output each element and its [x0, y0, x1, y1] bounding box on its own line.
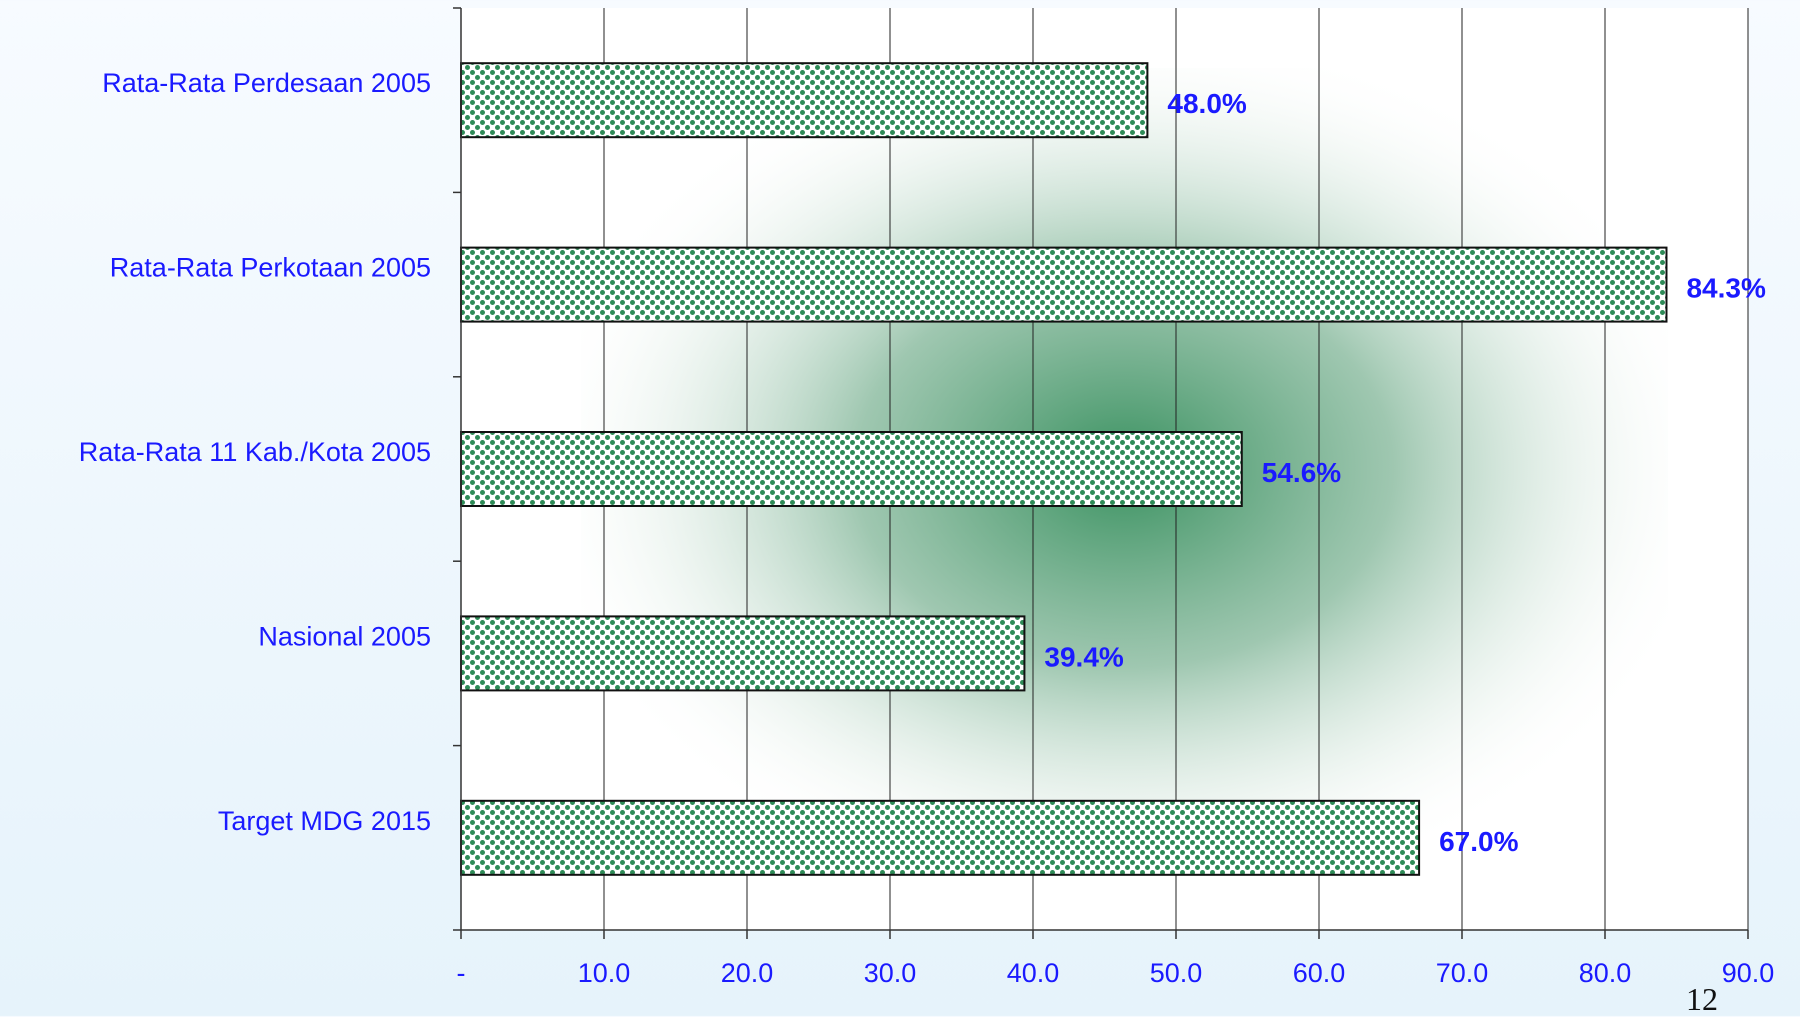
x-tick-label: 80.0	[1579, 958, 1632, 988]
bar-value-label: 67.0%	[1439, 826, 1518, 857]
bar	[460, 431, 1243, 507]
category-label: Rata-Rata 11 Kab./Kota 2005	[79, 437, 431, 467]
bar-value-label: 84.3%	[1686, 273, 1765, 304]
bars	[460, 62, 1668, 876]
x-tick-label: 10.0	[578, 958, 631, 988]
x-tick-label: 60.0	[1293, 958, 1346, 988]
x-tick-label: 90.0	[1722, 958, 1775, 988]
bar	[460, 62, 1149, 139]
slide-number: 12	[1686, 981, 1718, 1017]
bar-value-label: 54.6%	[1262, 457, 1341, 488]
x-tick-label: 70.0	[1436, 958, 1489, 988]
category-label: Rata-Rata Perdesaan 2005	[102, 68, 431, 98]
category-label: Rata-Rata Perkotaan 2005	[110, 253, 431, 283]
x-tick-label: -	[457, 958, 466, 988]
bar	[460, 615, 1026, 692]
bar-value-label: 39.4%	[1044, 641, 1123, 672]
bar	[460, 246, 1668, 323]
x-tick-label: 50.0	[1150, 958, 1203, 988]
x-tick-label: 40.0	[1007, 958, 1060, 988]
x-tick-label: 20.0	[721, 958, 774, 988]
x-tick-label: 30.0	[864, 958, 917, 988]
axes	[453, 7, 1749, 939]
bar-value-label: 48.0%	[1167, 88, 1246, 119]
category-label: Nasional 2005	[258, 621, 431, 651]
category-label: Target MDG 2015	[218, 806, 431, 836]
bar	[460, 799, 1421, 876]
labels: 48.0% Rata-Rata Perdesaan 2005 84.3% Rata-R…	[79, 68, 1775, 988]
